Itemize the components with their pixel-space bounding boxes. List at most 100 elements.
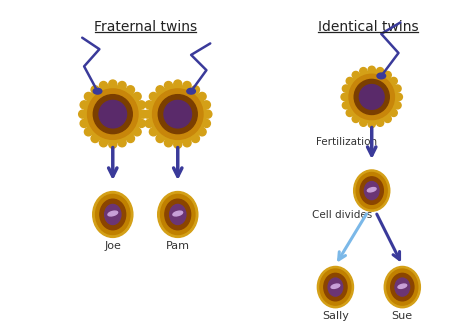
Circle shape	[127, 86, 135, 94]
Circle shape	[149, 85, 206, 143]
Circle shape	[133, 92, 141, 100]
Circle shape	[84, 128, 92, 136]
Circle shape	[376, 119, 384, 126]
Circle shape	[360, 68, 367, 75]
Text: Joe: Joe	[104, 241, 121, 251]
Circle shape	[174, 80, 182, 88]
Circle shape	[91, 86, 99, 94]
Circle shape	[346, 109, 354, 117]
Circle shape	[156, 86, 164, 94]
Text: Cell divides: Cell divides	[312, 210, 373, 220]
Ellipse shape	[324, 273, 347, 301]
Circle shape	[144, 110, 152, 118]
Circle shape	[342, 85, 350, 92]
Circle shape	[359, 85, 384, 109]
Circle shape	[346, 71, 398, 123]
Ellipse shape	[108, 211, 118, 216]
Circle shape	[202, 101, 210, 109]
Ellipse shape	[161, 194, 195, 234]
Ellipse shape	[100, 199, 126, 230]
Circle shape	[80, 101, 88, 109]
Ellipse shape	[331, 284, 340, 289]
Ellipse shape	[377, 73, 385, 79]
Circle shape	[174, 140, 182, 148]
Circle shape	[149, 92, 157, 100]
Circle shape	[341, 93, 348, 100]
Circle shape	[354, 80, 389, 115]
Circle shape	[368, 120, 375, 128]
Circle shape	[191, 86, 200, 94]
Circle shape	[137, 119, 146, 128]
Circle shape	[84, 85, 141, 143]
Circle shape	[352, 71, 359, 79]
Circle shape	[395, 93, 402, 100]
Ellipse shape	[398, 284, 407, 289]
Circle shape	[149, 128, 157, 136]
Circle shape	[384, 115, 391, 122]
Circle shape	[133, 128, 141, 136]
Ellipse shape	[387, 269, 418, 305]
Circle shape	[79, 110, 87, 118]
Circle shape	[384, 71, 391, 79]
Circle shape	[91, 135, 99, 143]
Ellipse shape	[367, 187, 376, 192]
Circle shape	[99, 100, 127, 128]
Ellipse shape	[96, 194, 130, 234]
Ellipse shape	[395, 278, 410, 296]
Circle shape	[394, 85, 401, 92]
Circle shape	[183, 81, 191, 90]
Text: Fraternal twins: Fraternal twins	[94, 21, 197, 34]
Text: Sally: Sally	[322, 311, 349, 321]
Ellipse shape	[354, 170, 390, 211]
Circle shape	[118, 81, 126, 90]
Text: Identical twins: Identical twins	[318, 21, 418, 34]
Text: Pam: Pam	[166, 241, 190, 251]
Circle shape	[100, 81, 108, 90]
Circle shape	[346, 77, 354, 85]
Circle shape	[164, 100, 191, 128]
Text: Fertilization: Fertilization	[316, 137, 377, 147]
Ellipse shape	[158, 192, 198, 237]
Circle shape	[153, 89, 203, 139]
Circle shape	[137, 101, 146, 109]
Text: Sue: Sue	[392, 311, 413, 321]
Ellipse shape	[187, 88, 195, 94]
Ellipse shape	[365, 182, 379, 200]
Ellipse shape	[328, 278, 343, 296]
Circle shape	[360, 119, 367, 126]
Circle shape	[352, 115, 359, 122]
Circle shape	[164, 81, 173, 90]
Ellipse shape	[356, 173, 387, 209]
Ellipse shape	[173, 211, 182, 216]
Circle shape	[156, 135, 164, 143]
Circle shape	[376, 68, 384, 75]
Circle shape	[109, 140, 117, 148]
Circle shape	[394, 102, 401, 109]
Circle shape	[100, 139, 108, 147]
Circle shape	[368, 66, 375, 73]
Ellipse shape	[93, 88, 102, 94]
Ellipse shape	[320, 269, 351, 305]
Ellipse shape	[105, 204, 121, 224]
Ellipse shape	[360, 177, 383, 204]
Circle shape	[390, 77, 397, 85]
Circle shape	[109, 80, 117, 88]
Ellipse shape	[384, 266, 420, 308]
Circle shape	[342, 102, 350, 109]
Circle shape	[145, 101, 153, 109]
Circle shape	[145, 119, 153, 128]
Circle shape	[198, 128, 206, 136]
Ellipse shape	[318, 266, 354, 308]
Circle shape	[191, 135, 200, 143]
Ellipse shape	[93, 192, 133, 237]
Ellipse shape	[391, 273, 414, 301]
Circle shape	[80, 119, 88, 128]
Circle shape	[88, 89, 138, 139]
Circle shape	[84, 92, 92, 100]
Circle shape	[93, 95, 132, 134]
Ellipse shape	[170, 204, 186, 224]
Circle shape	[202, 119, 210, 128]
Circle shape	[139, 110, 147, 118]
Circle shape	[158, 95, 197, 134]
Circle shape	[204, 110, 212, 118]
